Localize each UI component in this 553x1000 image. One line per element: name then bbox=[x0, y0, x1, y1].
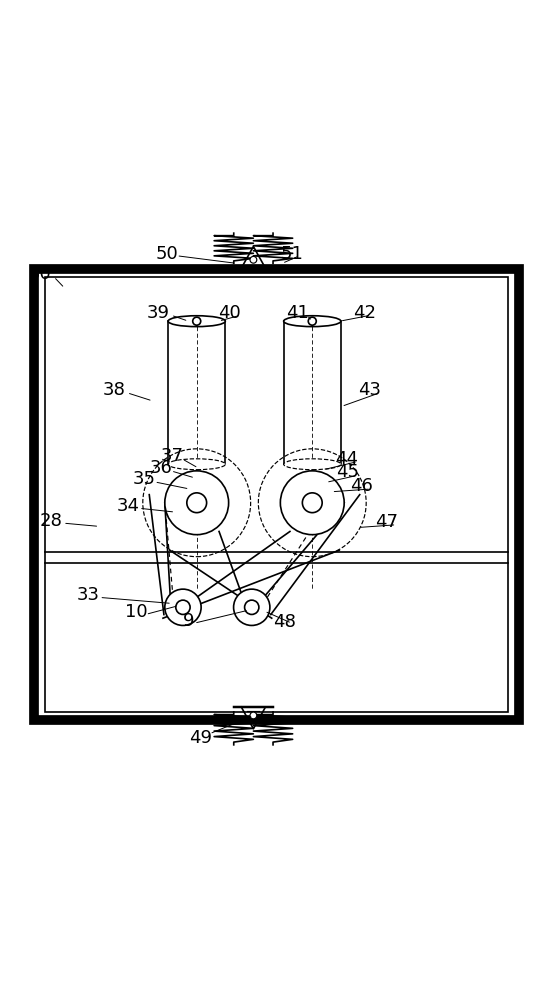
Circle shape bbox=[302, 493, 322, 513]
Bar bbox=[45, 552, 508, 563]
Circle shape bbox=[192, 317, 201, 325]
Bar bbox=[45, 277, 508, 712]
Circle shape bbox=[250, 256, 257, 263]
Text: 51: 51 bbox=[280, 245, 304, 263]
Text: 43: 43 bbox=[358, 381, 382, 399]
Text: 48: 48 bbox=[273, 613, 296, 631]
Ellipse shape bbox=[168, 316, 225, 327]
Text: 39: 39 bbox=[147, 304, 170, 322]
Text: 41: 41 bbox=[286, 304, 309, 322]
Text: 38: 38 bbox=[103, 381, 126, 399]
Ellipse shape bbox=[284, 459, 341, 470]
Circle shape bbox=[165, 589, 201, 625]
Text: 34: 34 bbox=[117, 497, 139, 515]
Text: 44: 44 bbox=[336, 450, 358, 468]
Text: 9: 9 bbox=[182, 612, 194, 630]
Bar bbox=[34, 269, 519, 720]
Text: 45: 45 bbox=[337, 463, 359, 481]
Circle shape bbox=[308, 317, 316, 325]
Text: 36: 36 bbox=[149, 459, 173, 477]
Text: 35: 35 bbox=[133, 470, 156, 488]
Text: 50: 50 bbox=[155, 245, 178, 263]
Ellipse shape bbox=[284, 316, 341, 327]
Ellipse shape bbox=[168, 459, 225, 470]
Text: 40: 40 bbox=[218, 304, 241, 322]
Circle shape bbox=[176, 600, 190, 614]
Text: 28: 28 bbox=[39, 512, 62, 530]
Circle shape bbox=[280, 471, 344, 535]
Circle shape bbox=[165, 471, 228, 535]
Circle shape bbox=[233, 589, 270, 625]
Text: 30: 30 bbox=[29, 265, 51, 283]
Bar bbox=[34, 269, 519, 720]
Text: 37: 37 bbox=[160, 447, 184, 465]
Text: 47: 47 bbox=[375, 513, 398, 531]
Circle shape bbox=[244, 600, 259, 614]
Text: 10: 10 bbox=[125, 603, 148, 621]
Text: 46: 46 bbox=[351, 477, 373, 495]
Text: 49: 49 bbox=[189, 729, 212, 747]
Text: 33: 33 bbox=[77, 586, 100, 604]
Circle shape bbox=[187, 493, 207, 513]
Text: 42: 42 bbox=[353, 304, 376, 322]
Circle shape bbox=[250, 712, 257, 719]
